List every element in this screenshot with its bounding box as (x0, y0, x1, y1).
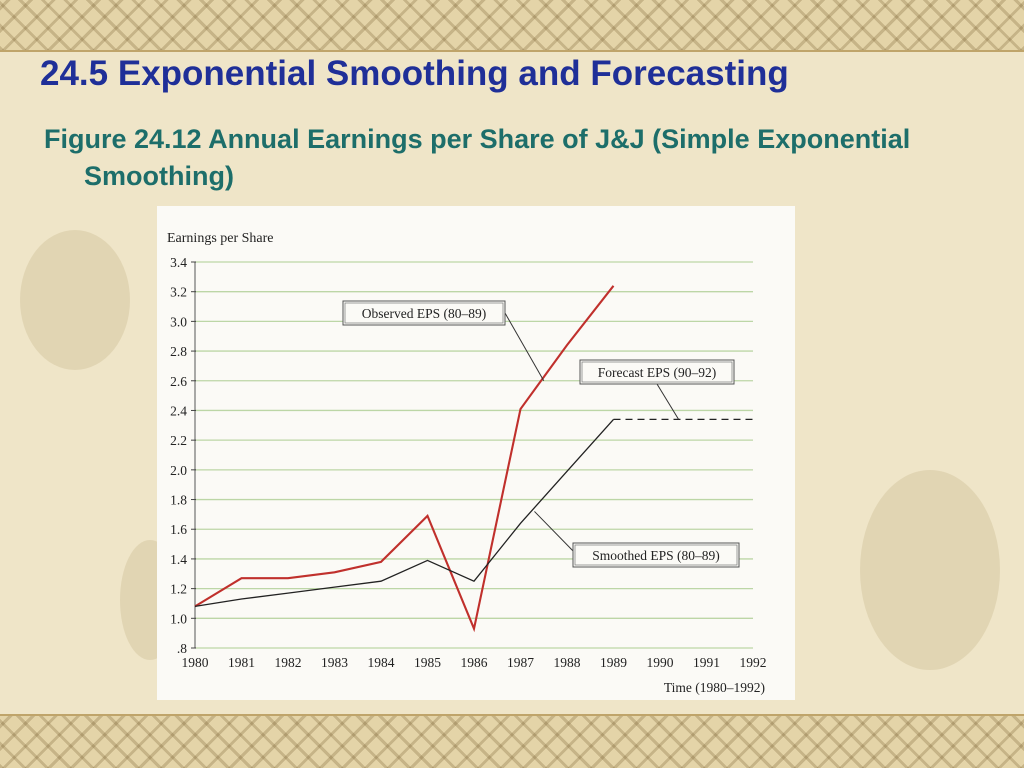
y-axis-ticks: 3.4 3.2 3.0 2.8 2.6 2.4 2.2 2.0 1.8 1.6 1.4 1.2 1.0.… (170, 255, 196, 656)
callout-box (342, 300, 506, 326)
bottom-border-line (0, 714, 1024, 716)
observed-eps-line (194, 285, 615, 633)
callout-label: Smoothed EPS (80–89) (592, 548, 720, 563)
y-tick-label: 1.4 (170, 552, 187, 567)
chart-panel: 3.4 3.2 3.0 2.8 2.6 2.4 2.2 2.0 1.8 1.6 1.4 1.2 1.0.… (157, 206, 795, 700)
gridlines (195, 261, 753, 649)
x-axis-title: Time (1980–1992) (664, 680, 765, 695)
callout-leader-line (656, 383, 680, 420)
callout-label: Forecast EPS (90–92) (598, 365, 717, 380)
x-tick-label: 1988 (554, 655, 581, 670)
top-pattern-border (0, 0, 1024, 50)
figure-caption: Figure 24.12 Annual Earnings per Share o… (44, 124, 911, 191)
x-tick-label: 1989 (600, 655, 627, 670)
x-tick-label: 1990 (647, 655, 674, 670)
callout-leader-line (504, 312, 545, 382)
data-series (194, 285, 753, 633)
y-tick-label: 1.2 (170, 582, 187, 597)
y-tick-label: 2.2 (170, 433, 187, 448)
y-tick-label: 2.4 (170, 403, 187, 418)
background-ornament (860, 470, 1000, 670)
callout-box (572, 542, 740, 568)
smoothed-eps-callout: Smoothed EPS (80–89) (534, 511, 740, 568)
observed-eps-callout: Observed EPS (80–89) (342, 300, 545, 382)
y-tick-label: 2.6 (170, 374, 187, 389)
y-tick-label: 1.6 (170, 522, 187, 537)
callout-box-inner (344, 302, 504, 324)
y-tick-label: 3.2 (170, 285, 187, 300)
callout-box-inner (581, 361, 733, 383)
callout-box (579, 359, 735, 385)
x-tick-label: 1986 (461, 655, 488, 670)
x-tick-label: 1992 (740, 655, 767, 670)
y-tick-label: 2.8 (170, 344, 187, 359)
x-tick-label: 1984 (368, 655, 395, 670)
top-border-line (0, 50, 1024, 52)
y-tick-label: 1.8 (170, 493, 187, 508)
x-tick-label: 1991 (693, 655, 720, 670)
x-axis-ticks: 1980 1981 1982 1983 1984 1985 1986 1987 1988 1989… (182, 655, 767, 670)
x-tick-label: 1980 (182, 655, 209, 670)
y-tick-label: 3.0 (170, 314, 187, 329)
eps-line-chart: 3.4 3.2 3.0 2.8 2.6 2.4 2.2 2.0 1.8 1.6 1.4 1.2 1.0.… (167, 231, 767, 695)
x-tick-label: 1987 (507, 655, 534, 670)
callout-leader-line (534, 511, 578, 556)
y-tick-label: 3.4 (170, 255, 187, 270)
y-tick-label: .8 (177, 641, 187, 656)
x-tick-label: 1981 (228, 655, 255, 670)
y-tick-label: 1.0 (170, 611, 187, 626)
y-axis-title: Earnings per Share (167, 231, 274, 246)
slide-title: 24.5 Exponential Smoothing and Forecasti… (40, 54, 789, 93)
smoothed-eps-line (194, 418, 614, 608)
x-tick-label: 1983 (321, 655, 348, 670)
forecast-eps-callout: Forecast EPS (90–92) (579, 359, 735, 420)
y-tick-label: 2.0 (170, 463, 187, 478)
callout-box-inner (574, 544, 738, 566)
bottom-pattern-border (0, 716, 1024, 768)
x-tick-label: 1982 (275, 655, 302, 670)
x-tick-label: 1985 (414, 655, 441, 670)
callout-label: Observed EPS (80–89) (362, 306, 487, 321)
background-ornament (20, 230, 130, 370)
annotations: Observed EPS (80–89) Forecast EPS (90–92)… (342, 300, 740, 568)
